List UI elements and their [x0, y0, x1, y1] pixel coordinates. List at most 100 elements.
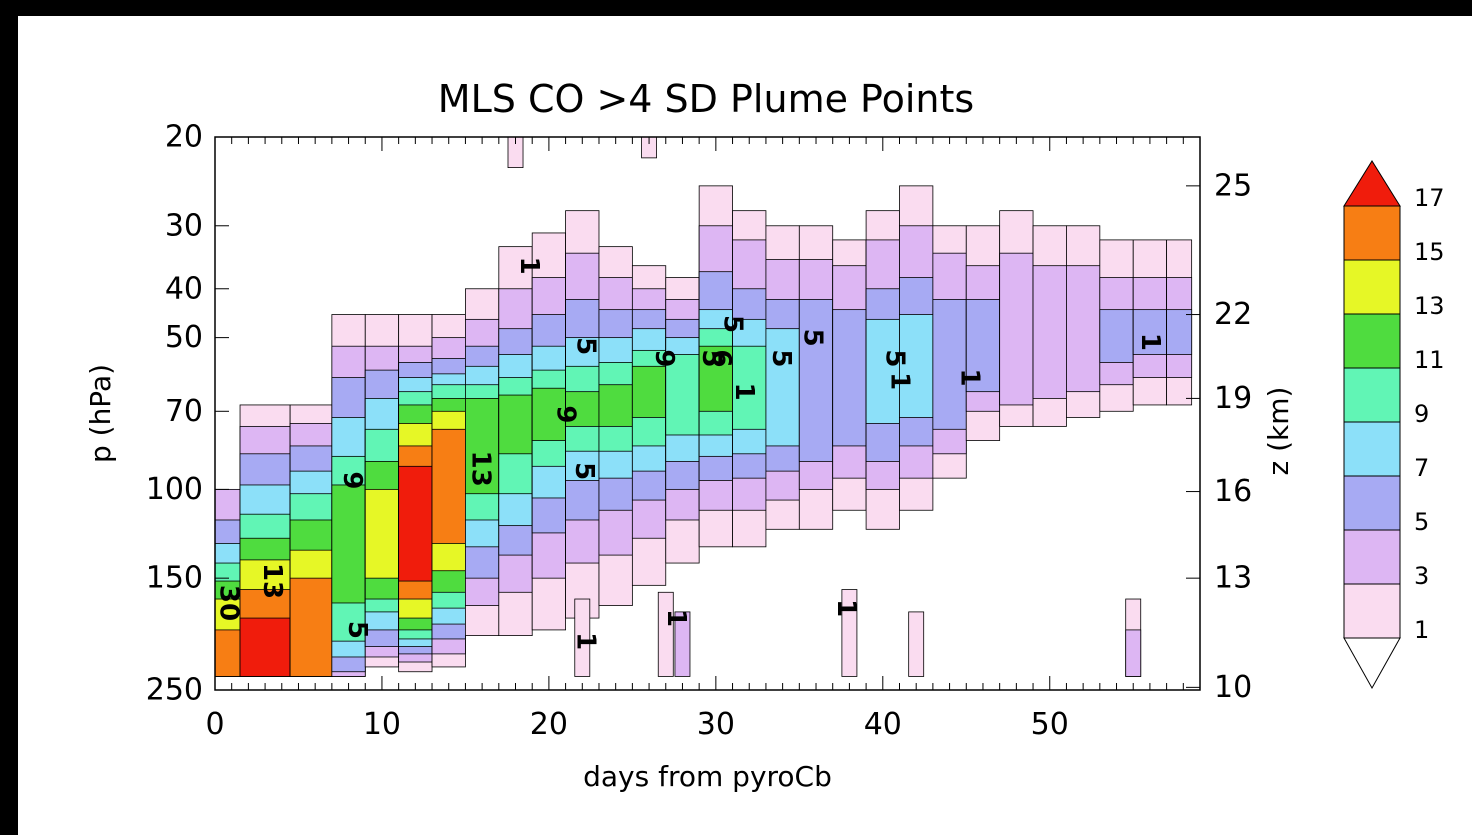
contour-label: 1	[1135, 333, 1165, 351]
contour-cell	[1132, 309, 1168, 355]
y2-tick-label: 13	[1214, 561, 1252, 596]
contour-label: 5	[569, 462, 599, 480]
x-tick-label: 30	[697, 707, 735, 742]
y-tick-label: 40	[165, 271, 203, 306]
contour-cell	[999, 252, 1034, 406]
contour-cell	[431, 428, 466, 544]
contour-label: 13	[257, 563, 287, 599]
colorbar-label: 9	[1414, 400, 1429, 428]
contour-label: 9	[649, 349, 679, 367]
contour-label: 5	[718, 315, 748, 333]
colorbar-segment	[1343, 529, 1401, 585]
colorbar-segment	[1343, 259, 1401, 315]
colorbar-label: 15	[1414, 238, 1445, 266]
x-tick-label: 20	[530, 707, 568, 742]
contour-cell	[239, 617, 291, 677]
contour-label: 13	[465, 451, 495, 487]
contour-cell	[832, 309, 867, 447]
contour-cell	[932, 299, 967, 430]
x-tick-label: 0	[205, 707, 224, 742]
contour-label: 30	[213, 585, 243, 621]
contour-cell	[398, 465, 433, 582]
contour-label: 9	[551, 405, 581, 423]
contour-cell	[1066, 265, 1101, 393]
colorbar-segment	[1343, 583, 1401, 639]
colorbar-label: 1	[1414, 616, 1429, 644]
contour-label: 9	[337, 471, 367, 489]
colorbar-bottom-arrow	[1343, 637, 1401, 690]
y-tick-label: 150	[146, 561, 203, 596]
contour-cell	[1099, 309, 1134, 363]
contour-patch	[574, 598, 591, 677]
contour-cell	[1166, 309, 1193, 355]
contour-cell	[531, 387, 566, 441]
colorbar-label: 11	[1414, 346, 1445, 374]
x-axis-label: days from pyroCb	[583, 760, 832, 793]
y-tick-label: 50	[165, 320, 203, 355]
y2-tick-label: 22	[1214, 297, 1252, 332]
contour-cell	[732, 345, 767, 430]
colorbar-label: 7	[1414, 454, 1429, 482]
colorbar-segment	[1343, 475, 1401, 531]
x-tick-label: 50	[1031, 707, 1069, 742]
contour-cell	[598, 384, 633, 427]
contour-cell	[331, 484, 366, 604]
y-axis-pressure: 20 30 40 50 70 100 150 250	[146, 120, 229, 708]
contour-cell	[565, 391, 600, 427]
contour-label: 5	[696, 349, 726, 367]
x-tick-label: 40	[864, 707, 902, 742]
colorbar-label: 5	[1414, 508, 1429, 536]
contour-label: 1	[955, 368, 985, 386]
contour-label: 1	[661, 609, 691, 627]
contour-label: 1	[884, 372, 914, 390]
contour-label: 5	[342, 621, 372, 639]
y-tick-label: 30	[165, 208, 203, 243]
contour-label: 1	[831, 599, 861, 617]
contour-patch	[674, 611, 691, 677]
contour-cell	[498, 394, 533, 455]
contour-cell	[214, 629, 241, 677]
contour-fills	[214, 136, 1193, 677]
contour-label: 5	[571, 337, 601, 355]
y-axis-label: p (hPa)	[84, 364, 117, 463]
contour-label: 1	[571, 632, 601, 650]
contour-cell	[798, 299, 834, 462]
contour-patch	[1125, 629, 1142, 677]
y-axis-altitude: 25 22 19 16 13 10	[1186, 168, 1252, 705]
colorbar-segment	[1343, 205, 1401, 261]
contour-cell	[698, 345, 733, 412]
contour-label: 6	[706, 349, 736, 367]
contour-cell	[465, 398, 500, 495]
contour-cell	[665, 354, 700, 436]
contour-patch	[841, 589, 858, 677]
contour-cell	[765, 328, 800, 447]
y2-tick-label: 16	[1214, 474, 1252, 509]
contour-cell	[899, 314, 934, 418]
y-tick-label: 70	[165, 394, 203, 429]
colorbar-segment	[1343, 313, 1401, 369]
colorbar-segment	[1343, 421, 1401, 477]
colorbar: 17 15 13 11 9 7 5 3 1	[1343, 160, 1445, 690]
x-axis: 0 10 20 30 40 50	[205, 137, 1201, 742]
colorbar-label: 17	[1414, 184, 1445, 212]
contour-label: 1	[729, 383, 759, 401]
y2-tick-label: 10	[1214, 670, 1252, 705]
y2-tick-label: 25	[1214, 168, 1252, 203]
plot-frame	[214, 136, 1201, 691]
y2-axis-label: z (km)	[1262, 387, 1295, 476]
colorbar-top-arrow	[1343, 160, 1401, 207]
contour-label: 5	[879, 349, 909, 367]
contour-patch	[908, 611, 925, 677]
contour-label: 5	[798, 329, 828, 347]
contour-cell	[631, 365, 667, 418]
y2-tick-label: 19	[1214, 381, 1252, 416]
chart-title: MLS CO >4 SD Plume Points	[438, 77, 974, 121]
contour-label: 1	[514, 257, 544, 275]
figure-canvas: MLS CO >4 SD Plume Points 30 13 5 9 13 1 9 5 5 9 5…	[18, 16, 1472, 835]
contour-cell	[289, 577, 333, 677]
contour-cell	[364, 488, 400, 579]
contour-cell	[1032, 265, 1067, 399]
y-tick-label: 100	[146, 472, 203, 507]
